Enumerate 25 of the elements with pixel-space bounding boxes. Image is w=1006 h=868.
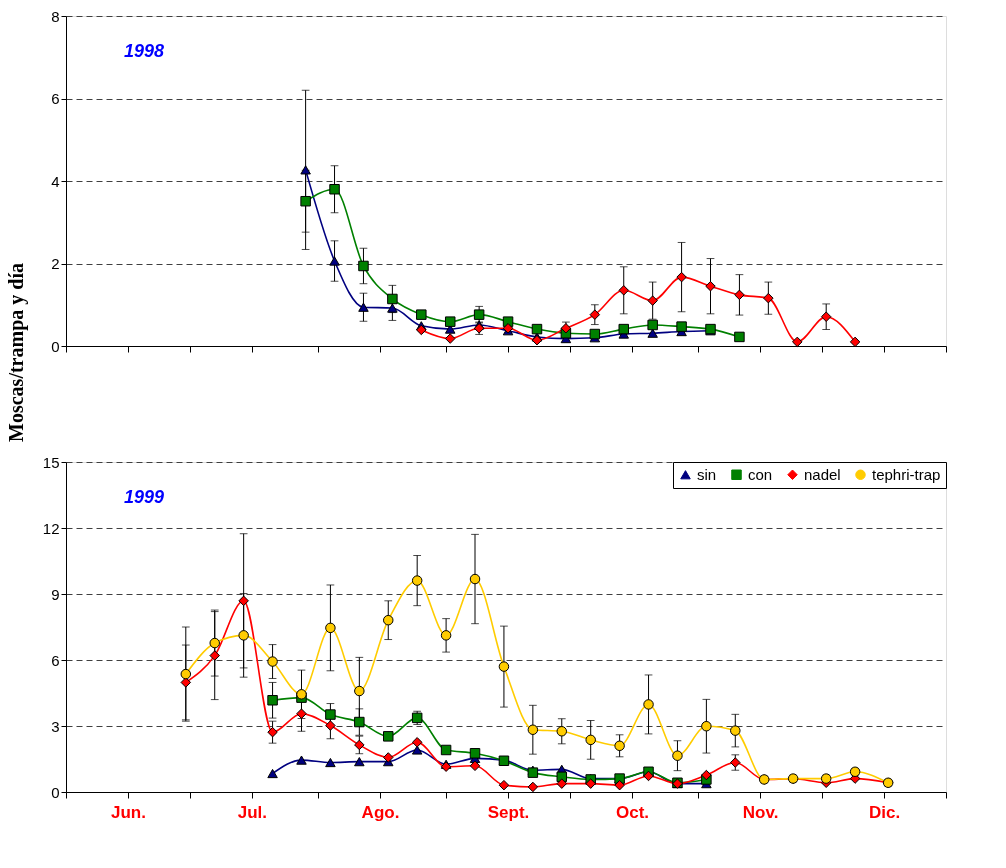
y-tick-label: 4: [51, 172, 60, 190]
legend-label: nadel: [804, 465, 841, 483]
y-tick-label: 6: [51, 90, 60, 107]
x-tick-label: Sept.: [487, 802, 530, 822]
x-tick-label: Jul.: [237, 802, 268, 822]
y-axis-title: Moscas/trampa y día: [4, 263, 28, 442]
annotation: 1999: [123, 487, 165, 507]
x-tick-label: Oct.: [615, 802, 650, 822]
legend-label: con: [748, 465, 773, 483]
x-tick-label: Ago.: [361, 802, 400, 822]
y-tick-label: 2: [51, 255, 60, 272]
y-tick-label: 12: [42, 519, 60, 537]
x-tick-label: Nov.: [742, 802, 779, 822]
y-tick-label: 0: [51, 337, 60, 355]
x-tick-label: Dic.: [868, 802, 901, 822]
y-tick-label: 3: [51, 717, 60, 735]
legend-label: tephri-trap: [872, 465, 941, 483]
x-tick-label: Jun.: [111, 802, 146, 822]
y-tick-label: 15: [42, 453, 60, 471]
y-tick-label: 9: [51, 585, 60, 603]
y-tick-label: 6: [51, 651, 60, 669]
legend-label: sin: [697, 465, 717, 483]
y-tick-label: 8: [51, 7, 60, 25]
y-tick-label: 0: [51, 783, 60, 801]
annotation: 1998: [123, 41, 165, 61]
